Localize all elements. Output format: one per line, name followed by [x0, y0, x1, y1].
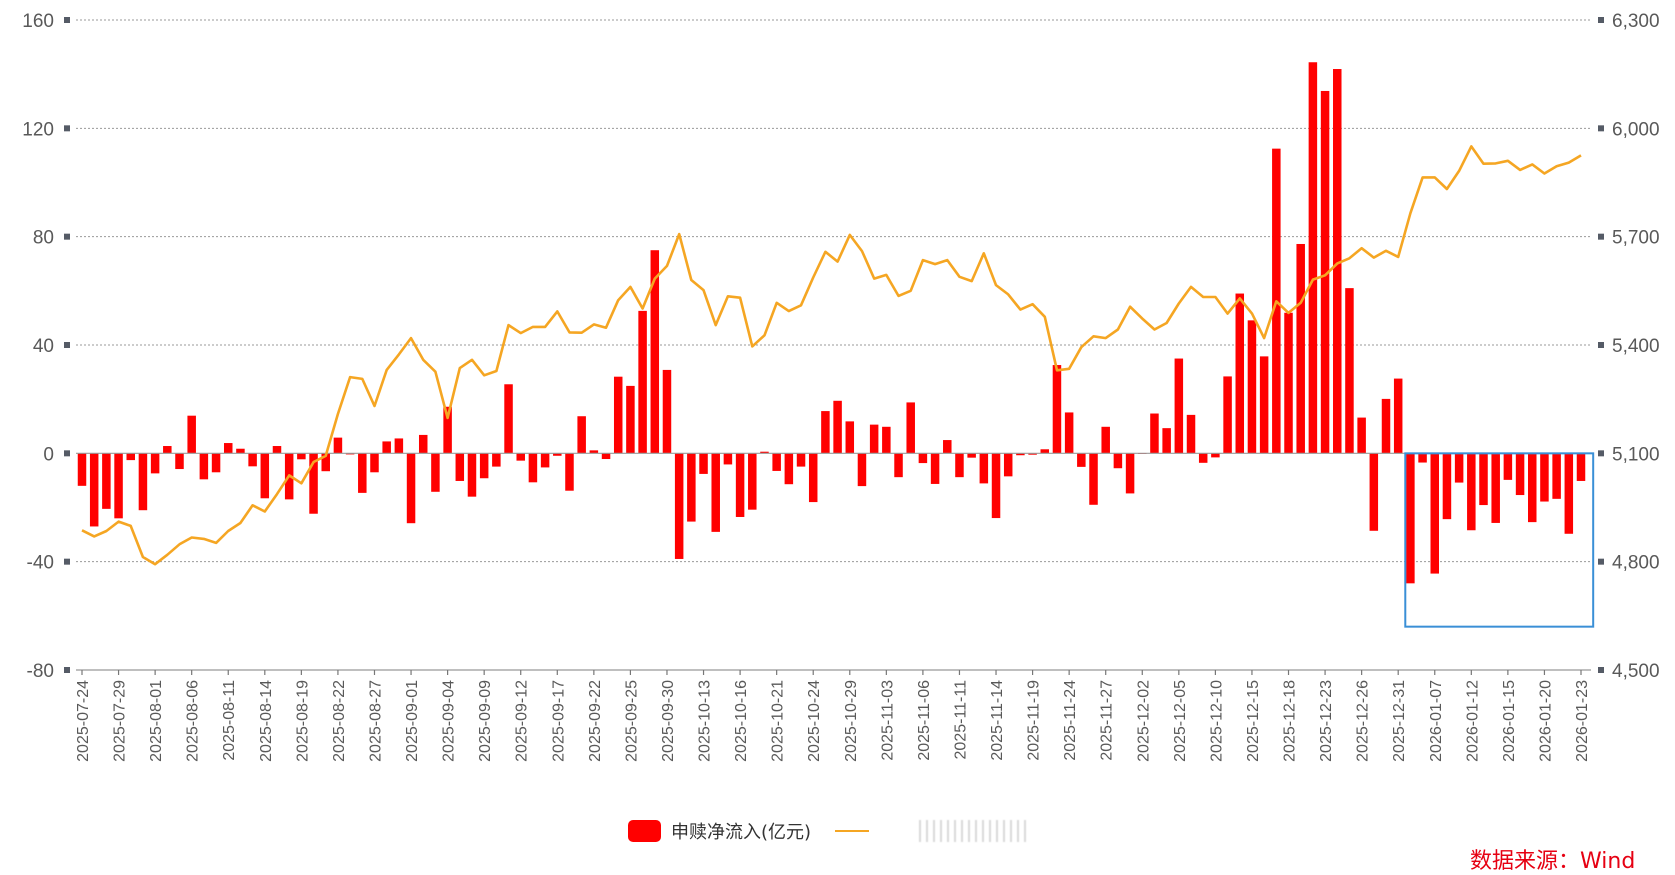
- svg-text:2025-08-22: 2025-08-22: [331, 680, 348, 762]
- svg-text:2025-08-11: 2025-08-11: [221, 680, 238, 761]
- svg-text:80: 80: [33, 228, 54, 249]
- svg-text:2025-12-26: 2025-12-26: [1355, 680, 1372, 762]
- svg-text:2025-12-23: 2025-12-23: [1318, 680, 1335, 762]
- svg-text:2025-09-17: 2025-09-17: [550, 680, 567, 762]
- line-series-index: [81, 145, 1582, 566]
- svg-text:2025-12-15: 2025-12-15: [1245, 680, 1262, 762]
- svg-text:-40: -40: [27, 553, 54, 574]
- svg-text:2025-12-05: 2025-12-05: [1172, 680, 1189, 762]
- svg-text:2025-11-11: 2025-11-11: [952, 680, 969, 760]
- svg-text:2025-12-02: 2025-12-02: [1135, 680, 1152, 762]
- svg-text:2025-10-21: 2025-10-21: [770, 680, 787, 762]
- chart: 160 120 80 40 0 -40 -80 6,300 6,000 5,700 5,400 5,…: [22, 11, 1660, 762]
- svg-text:6,000: 6,000: [1612, 119, 1660, 140]
- svg-text:2026-01-07: 2026-01-07: [1428, 680, 1445, 762]
- data-source: 数据来源：Wind: [1470, 849, 1636, 874]
- svg-text:2026-01-20: 2026-01-20: [1537, 680, 1554, 762]
- svg-text:2025-08-01: 2025-08-01: [148, 680, 165, 762]
- svg-text:2025-09-04: 2025-09-04: [441, 680, 458, 762]
- legend-line-label-obscured: [919, 820, 1030, 842]
- svg-text:2025-09-12: 2025-09-12: [514, 680, 531, 762]
- svg-text:2025-10-13: 2025-10-13: [697, 680, 714, 762]
- svg-text:120: 120: [22, 119, 54, 140]
- svg-text:2025-07-29: 2025-07-29: [112, 680, 129, 762]
- x-axis: 2025-07-24 2025-07-29 2025-08-01 2025-08-06…: [75, 669, 1591, 762]
- legend: 申赎净流入(亿元): [628, 818, 1030, 844]
- svg-text:2025-09-09: 2025-09-09: [477, 680, 494, 762]
- svg-text:0: 0: [43, 444, 54, 465]
- svg-text:2025-11-06: 2025-11-06: [916, 680, 933, 761]
- svg-text:5,700: 5,700: [1612, 228, 1660, 249]
- svg-text:2026-01-15: 2026-01-15: [1501, 680, 1518, 762]
- svg-text:5,400: 5,400: [1612, 336, 1660, 357]
- svg-text:2025-09-25: 2025-09-25: [623, 680, 640, 762]
- svg-text:2025-09-01: 2025-09-01: [404, 680, 421, 762]
- svg-text:6,300: 6,300: [1612, 11, 1660, 32]
- svg-text:2025-11-19: 2025-11-19: [1026, 680, 1043, 761]
- y-axis-left: 160 120 80 40 0 -40 -80: [22, 11, 70, 682]
- svg-text:2025-08-06: 2025-08-06: [185, 680, 202, 762]
- svg-text:2025-08-19: 2025-08-19: [294, 680, 311, 762]
- svg-text:2025-10-29: 2025-10-29: [843, 680, 860, 762]
- svg-text:2025-10-16: 2025-10-16: [733, 680, 750, 762]
- legend-line-swatch-icon: [835, 830, 870, 832]
- svg-text:2026-01-12: 2026-01-12: [1464, 680, 1481, 762]
- svg-text:2025-12-10: 2025-12-10: [1208, 680, 1225, 762]
- svg-text:2025-09-30: 2025-09-30: [660, 680, 677, 762]
- svg-text:2025-11-24: 2025-11-24: [1062, 680, 1079, 761]
- svg-text:2026-01-23: 2026-01-23: [1574, 680, 1591, 762]
- legend-bar-swatch-icon: [628, 820, 661, 842]
- svg-text:2025-11-27: 2025-11-27: [1099, 680, 1116, 761]
- svg-text:2025-08-14: 2025-08-14: [258, 680, 275, 762]
- svg-text:2025-12-18: 2025-12-18: [1282, 680, 1299, 762]
- svg-text:2025-12-31: 2025-12-31: [1391, 680, 1408, 762]
- svg-text:2025-11-14: 2025-11-14: [989, 680, 1006, 761]
- svg-text:2025-10-24: 2025-10-24: [806, 680, 823, 762]
- y-axis-right: 6,300 6,000 5,700 5,400 5,100 4,800 4,500: [1598, 11, 1660, 682]
- svg-text:4,800: 4,800: [1612, 553, 1660, 574]
- svg-text:2025-08-27: 2025-08-27: [367, 680, 384, 762]
- svg-text:40: 40: [33, 336, 54, 357]
- gridlines: [76, 19, 1591, 563]
- highlight-box: [1404, 452, 1595, 628]
- svg-text:5,100: 5,100: [1612, 444, 1660, 465]
- bar-series-net-inflow: [77, 62, 1586, 584]
- svg-text:2025-07-24: 2025-07-24: [75, 680, 92, 762]
- svg-text:4,500: 4,500: [1612, 661, 1660, 682]
- svg-text:2025-11-03: 2025-11-03: [879, 680, 896, 761]
- legend-bar-label: 申赎净流入(亿元): [671, 822, 812, 843]
- svg-text:-80: -80: [27, 661, 54, 682]
- svg-text:160: 160: [22, 11, 54, 32]
- svg-text:2025-09-22: 2025-09-22: [587, 680, 604, 762]
